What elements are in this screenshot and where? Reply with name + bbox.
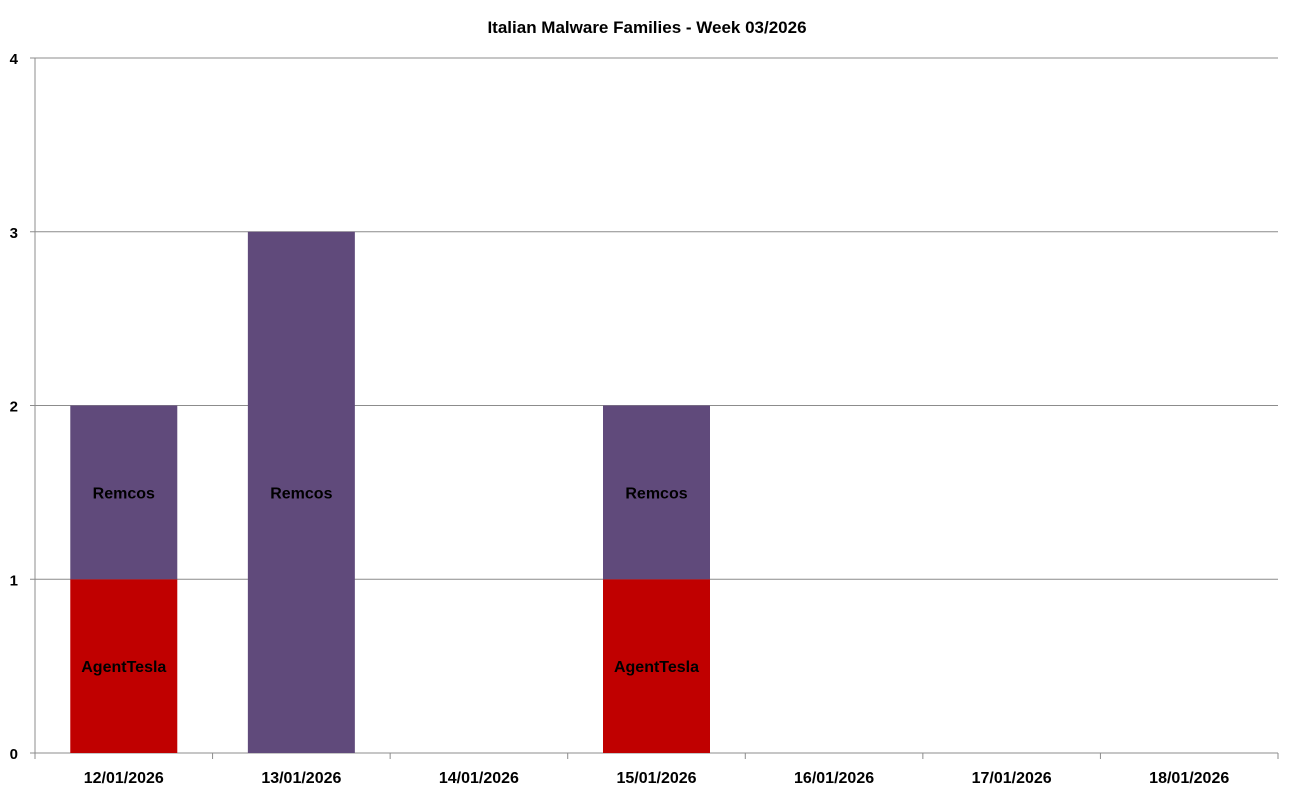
bar-data-label: AgentTesla [614,659,699,676]
bar-segment [70,579,178,753]
x-tick-label: 16/01/2026 [794,770,874,787]
bar-segment [603,579,710,753]
x-tick-label: 14/01/2026 [439,770,519,787]
y-tick-label: 3 [10,225,18,242]
bar-segment [247,231,355,753]
y-tick-label: 1 [10,572,18,589]
x-tick-label: 17/01/2026 [972,770,1052,787]
bar-segment [603,405,710,580]
bar-data-label: Remcos [625,485,687,502]
chart-title: Italian Malware Families - Week 03/2026 [487,18,807,37]
x-tick-label: 18/01/2026 [1149,770,1229,787]
x-tick-label: 13/01/2026 [261,770,341,787]
bar-data-label: Remcos [270,485,332,502]
bar-data-label: AgentTesla [81,659,166,676]
y-tick-label: 4 [10,51,19,68]
x-tick-label: 15/01/2026 [616,770,696,787]
bar-data-label: Remcos [93,485,155,502]
y-tick-label: 2 [10,399,18,416]
x-tick-label: 12/01/2026 [84,770,164,787]
bar-segment [70,405,178,580]
y-tick-label: 0 [10,746,18,763]
